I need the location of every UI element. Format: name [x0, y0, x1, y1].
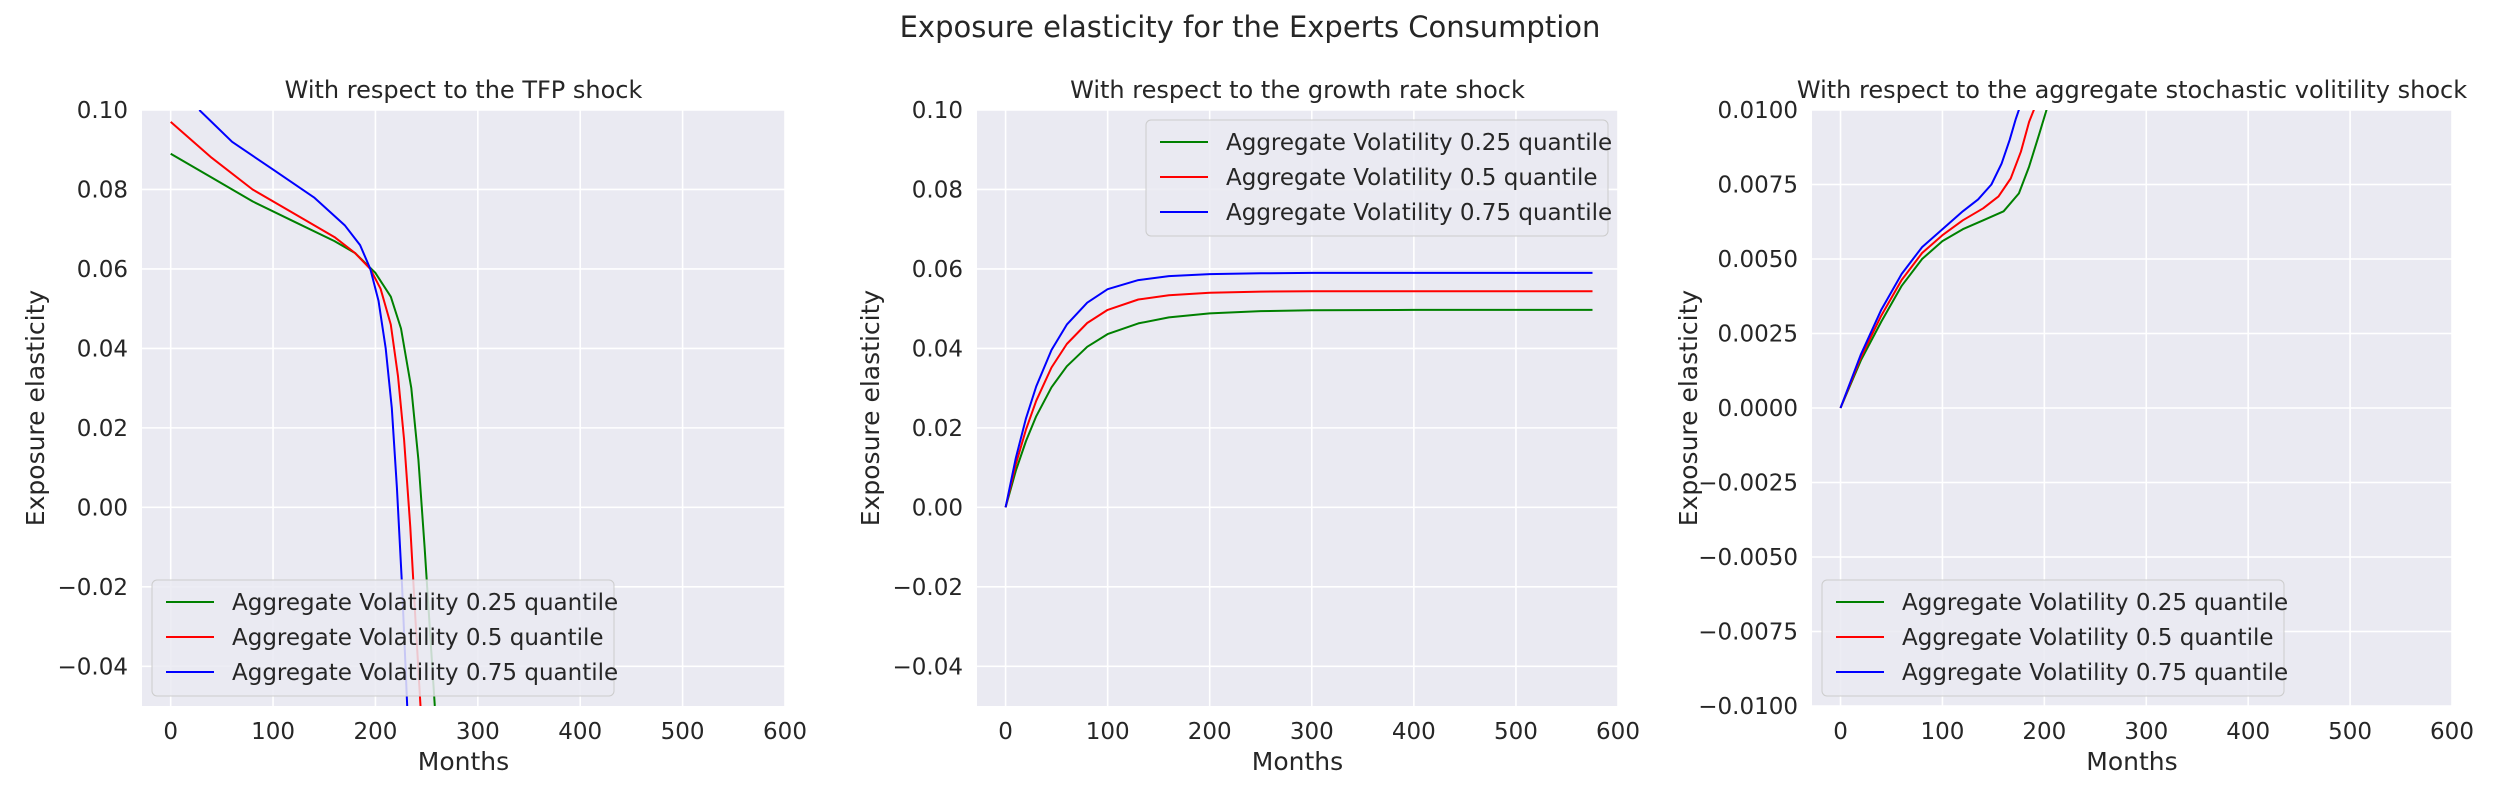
- x-tick-label: 600: [2430, 719, 2474, 745]
- x-tick-label: 200: [2022, 719, 2066, 745]
- x-tick-label: 400: [558, 719, 602, 745]
- x-tick-label: 500: [661, 719, 705, 745]
- y-tick-label: 0.0050: [1718, 247, 1798, 273]
- x-tick-label: 300: [456, 719, 500, 745]
- legend-label: Aggregate Volatility 0.75 quantile: [1226, 200, 1612, 226]
- y-tick-label: 0.06: [77, 257, 128, 283]
- y-tick-label: 0.0075: [1718, 173, 1798, 199]
- series-line-1: [1004, 308, 1593, 508]
- legend: Aggregate Volatility 0.25 quantile Aggreg…: [1145, 119, 1612, 237]
- y-tick-label: −0.0025: [1698, 471, 1798, 497]
- y-tick-label: 0.08: [912, 177, 963, 203]
- y-tick-label: 0.02: [912, 416, 963, 442]
- y-tick-label: 0.04: [912, 336, 963, 362]
- panel-title: With respect to the growth rate shock: [1070, 76, 1525, 104]
- y-axis-label: Exposure elasticity: [1674, 290, 1703, 527]
- x-tick-label: 300: [1290, 719, 1334, 745]
- x-tick-label: 100: [1920, 719, 1964, 745]
- series-line-2: [1839, 110, 2035, 409]
- panel-2: 0 100 200 300 400 500 600 −0.04 −0.02 0.00 0.02 0.0…: [856, 76, 1640, 776]
- y-tick-label: 0.10: [77, 98, 128, 124]
- series-line-1: [1839, 110, 2048, 409]
- x-tick-label: 500: [2328, 719, 2372, 745]
- y-tick-label: 0.10: [912, 98, 963, 124]
- x-tick-label: 200: [1188, 719, 1232, 745]
- y-tick-label: 0.00: [912, 495, 963, 521]
- x-tick-label: 400: [2226, 719, 2270, 745]
- y-tick-label: 0.04: [77, 336, 128, 362]
- figure-title: Exposure elasticity for the Experts Cons…: [899, 10, 1601, 44]
- series-line-3: [1839, 110, 2020, 409]
- panel-1: 0 100 200 300 400 500 600 −0.04 −0.02 0.00 0.02 0.0…: [21, 76, 807, 776]
- legend-box: [151, 579, 615, 697]
- legend-box: [1821, 579, 2285, 697]
- series-line-3: [1004, 271, 1593, 508]
- y-tick-label: −0.0075: [1698, 620, 1798, 646]
- legend: Aggregate Volatility 0.25 quantile Aggreg…: [1821, 579, 2288, 697]
- x-tick-label: 0: [163, 719, 178, 745]
- y-axis-label: Exposure elasticity: [856, 290, 885, 527]
- x-axis-label: Months: [1252, 747, 1343, 776]
- x-tick-label: 100: [251, 719, 295, 745]
- y-tick-label: 0.00: [77, 495, 128, 521]
- y-tick-label: 0.02: [77, 416, 128, 442]
- x-tick-label: 400: [1392, 719, 1436, 745]
- x-axis-label: Months: [418, 747, 509, 776]
- y-tick-label: 0.06: [912, 257, 963, 283]
- legend-label: Aggregate Volatility 0.75 quantile: [232, 660, 618, 686]
- x-tick-label: 600: [763, 719, 807, 745]
- y-tick-label: −0.0050: [1698, 545, 1798, 571]
- y-tick-label: −0.02: [893, 575, 963, 601]
- legend: Aggregate Volatility 0.25 quantile Aggreg…: [151, 579, 618, 697]
- y-tick-label: 0.0000: [1718, 396, 1798, 422]
- legend-label: Aggregate Volatility 0.5 quantile: [232, 625, 604, 651]
- x-tick-label: 600: [1596, 719, 1640, 745]
- panel-title: With respect to the aggregate stochastic…: [1797, 76, 2467, 104]
- series-group: [1839, 110, 2048, 409]
- y-tick-label: 0.0100: [1718, 98, 1798, 124]
- y-tick-label: −0.04: [893, 654, 963, 680]
- x-tick-label: 300: [2124, 719, 2168, 745]
- series-line-2: [170, 121, 422, 706]
- x-tick-label: 500: [1494, 719, 1538, 745]
- legend-label: Aggregate Volatility 0.75 quantile: [1902, 660, 2288, 686]
- y-tick-label: 0.0025: [1718, 322, 1798, 348]
- legend-box: [1145, 119, 1609, 237]
- x-tick-label: 0: [1833, 719, 1848, 745]
- legend-label: Aggregate Volatility 0.25 quantile: [232, 590, 618, 616]
- x-axis-label: Months: [2086, 747, 2177, 776]
- panel-title: With respect to the TFP shock: [285, 76, 643, 104]
- legend-label: Aggregate Volatility 0.25 quantile: [1226, 130, 1612, 156]
- series-group: [170, 110, 436, 706]
- y-tick-label: −0.0100: [1698, 694, 1798, 720]
- y-tick-label: −0.02: [58, 575, 128, 601]
- series-line-1: [170, 152, 436, 706]
- series-line-2: [1004, 290, 1593, 508]
- legend-label: Aggregate Volatility 0.5 quantile: [1902, 625, 2274, 651]
- series-line-3: [198, 110, 409, 706]
- x-tick-label: 0: [998, 719, 1013, 745]
- series-group: [1004, 271, 1593, 508]
- x-tick-label: 200: [353, 719, 397, 745]
- panel-3: 0 100 200 300 400 500 600 −0.0100 −0.0075 −0.0050…: [1674, 76, 2474, 776]
- y-tick-label: 0.08: [77, 177, 128, 203]
- y-axis-label: Exposure elasticity: [21, 290, 50, 527]
- y-tick-label: −0.04: [58, 654, 128, 680]
- legend-label: Aggregate Volatility 0.25 quantile: [1902, 590, 2288, 616]
- legend-label: Aggregate Volatility 0.5 quantile: [1226, 165, 1598, 191]
- x-tick-label: 100: [1086, 719, 1130, 745]
